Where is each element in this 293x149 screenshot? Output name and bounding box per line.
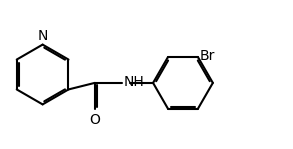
Text: NH: NH xyxy=(123,75,144,89)
Text: O: O xyxy=(89,113,100,127)
Text: Br: Br xyxy=(200,49,215,63)
Text: N: N xyxy=(38,29,48,43)
